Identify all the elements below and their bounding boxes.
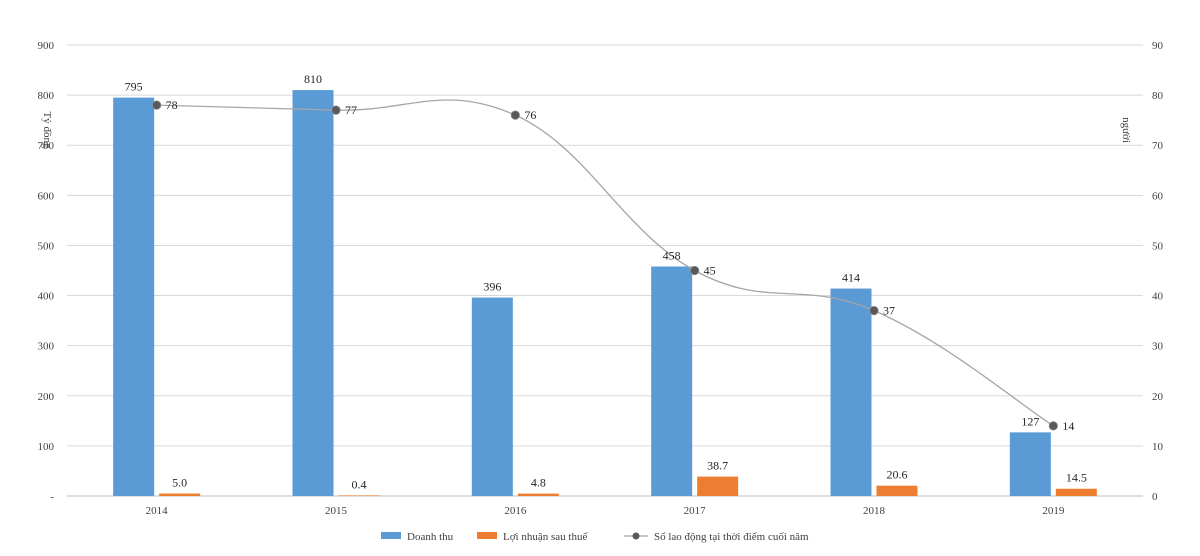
left-axis-tick-label: 800 xyxy=(38,90,55,102)
bar-loi-nhuan-2019 xyxy=(1055,488,1097,496)
legend-swatch-0 xyxy=(381,532,401,539)
right-axis-tick-label: 0 xyxy=(1152,491,1158,503)
bar-doanh-thu-2019 xyxy=(1009,432,1051,496)
right-axis-tick-label: 40 xyxy=(1152,291,1164,303)
x-axis-tick-label: 2016 xyxy=(504,505,527,517)
x-axis-tick-label: 2018 xyxy=(863,505,886,517)
line-series xyxy=(152,99,1058,431)
data-label: 5.0 xyxy=(172,475,187,489)
x-axis-tick-label: 2017 xyxy=(684,505,707,517)
right-axis-tick-label: 50 xyxy=(1152,240,1164,252)
bars xyxy=(113,90,1097,496)
legend-label: Lợi nhuận sau thuế xyxy=(503,531,588,543)
line-data-label: 45 xyxy=(704,264,716,278)
left-axis-title: Tỷ đồng xyxy=(41,112,53,149)
right-axis-tick-label: 10 xyxy=(1152,441,1164,453)
line-data-label: 78 xyxy=(166,98,178,112)
right-axis-tick-label: 90 xyxy=(1152,40,1164,52)
line-data-label: 37 xyxy=(883,304,895,318)
legend-marker xyxy=(632,532,640,540)
line-data-label: 76 xyxy=(524,108,536,122)
data-label: 14.5 xyxy=(1066,471,1087,485)
legend-swatch-1 xyxy=(477,532,497,539)
line-point-2015 xyxy=(331,105,341,115)
data-label: 38.7 xyxy=(707,459,728,473)
right-axis-title: người xyxy=(1120,117,1132,143)
bar-doanh-thu-2018 xyxy=(830,288,872,496)
right-axis-tick-label: 20 xyxy=(1152,391,1164,403)
right-axis-tick-label: 60 xyxy=(1152,190,1164,202)
data-label: 396 xyxy=(483,280,501,294)
legend-label: Doanh thu xyxy=(407,531,454,543)
bar-doanh-thu-2015 xyxy=(292,90,334,496)
data-label: 795 xyxy=(125,80,143,94)
right-axis-tick-label: 80 xyxy=(1152,90,1164,102)
left-axis-tick-label: 900 xyxy=(38,40,55,52)
legend: Doanh thu Lợi nhuận sau thuế Số lao động t… xyxy=(381,531,809,543)
left-axis-tick-label: 500 xyxy=(38,240,55,252)
data-label: 0.4 xyxy=(352,477,367,491)
bar-loi-nhuan-2014 xyxy=(159,493,201,496)
line-data-label: 77 xyxy=(345,103,357,117)
data-label: 20.6 xyxy=(887,468,908,482)
gridlines xyxy=(67,44,1143,497)
data-label: 810 xyxy=(304,72,322,86)
data-label: 4.8 xyxy=(531,476,546,490)
line-data-label: 14 xyxy=(1062,419,1074,433)
line-point-2017 xyxy=(690,265,700,276)
left-axis-tick-label: 600 xyxy=(38,190,55,202)
data-labels: 795 5.0 810 0.4 396 4.8 458 38.7 414 20.6 127 14.5 7… xyxy=(125,72,1087,491)
left-axis-tick-label: 100 xyxy=(38,441,55,453)
line-point-2018 xyxy=(869,305,879,316)
right-axis-tick-label: 70 xyxy=(1152,140,1164,152)
bar-doanh-thu-2016 xyxy=(471,297,513,496)
bar-loi-nhuan-2015 xyxy=(338,495,380,496)
line-point-2016 xyxy=(510,110,520,120)
right-axis-tick-label: 30 xyxy=(1152,341,1164,353)
bar-loi-nhuan-2017 xyxy=(697,476,739,496)
line-point-2019 xyxy=(1048,421,1058,431)
x-axis-tick-label: 2014 xyxy=(146,505,169,517)
bar-doanh-thu-2014 xyxy=(113,97,155,496)
left-axis-tick-label: 400 xyxy=(38,291,55,303)
x-axis-tick-label: 2015 xyxy=(325,505,348,517)
bar-loi-nhuan-2016 xyxy=(517,493,559,496)
line-point-2014 xyxy=(152,100,162,110)
x-axis-tick-label: 2019 xyxy=(1042,505,1065,517)
left-axis-tick-label: 700 xyxy=(38,140,55,152)
left-axis-tick-label: 200 xyxy=(38,391,55,403)
data-label: 458 xyxy=(663,248,681,262)
left-axis-tick-label: 300 xyxy=(38,341,55,353)
data-label: 127 xyxy=(1021,414,1039,428)
bar-loi-nhuan-2018 xyxy=(876,485,918,496)
line-so-lao-dong xyxy=(156,99,1054,427)
data-label: 414 xyxy=(842,271,860,285)
bar-doanh-thu-2017 xyxy=(651,266,693,496)
left-axis-tick-label: - xyxy=(50,491,54,503)
legend-label: Số lao động tại thời điểm cuối năm xyxy=(654,531,809,543)
